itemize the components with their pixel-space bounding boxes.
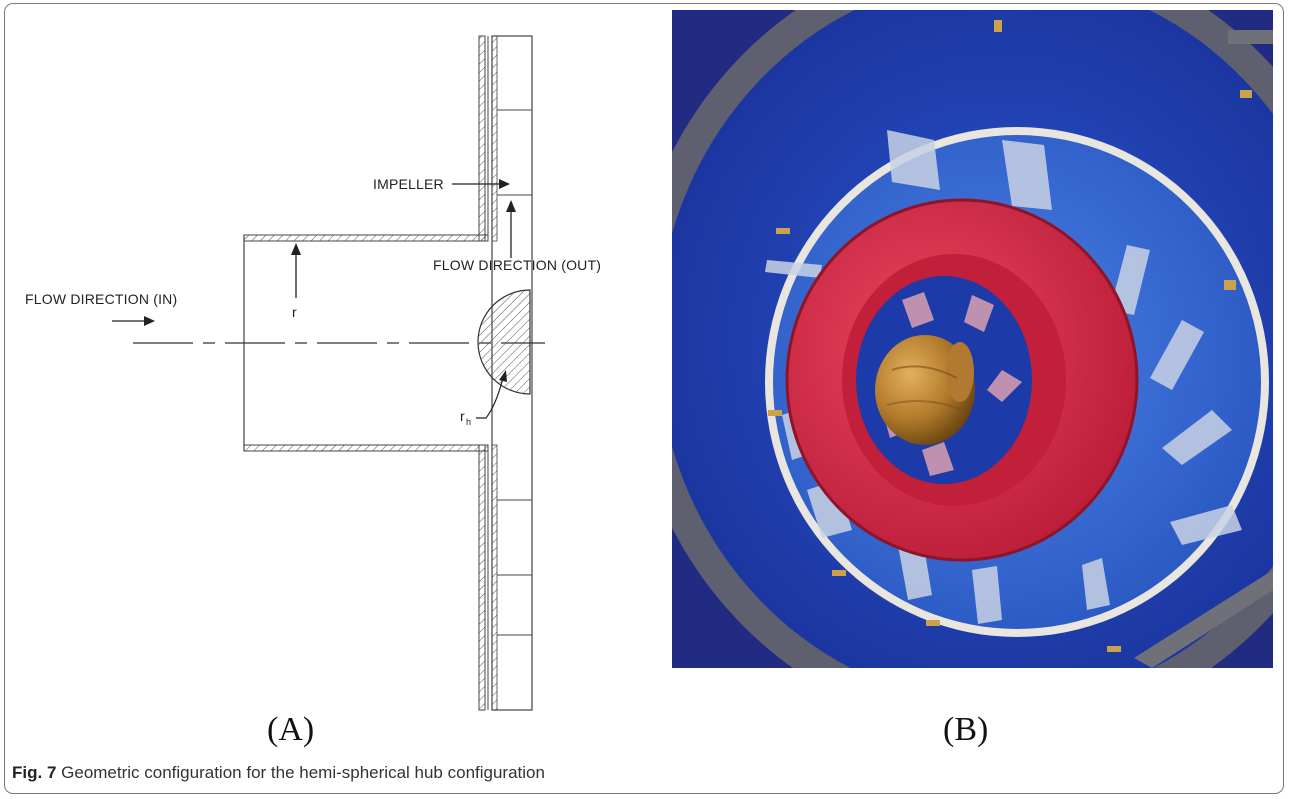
flow-out-arrowhead [506, 200, 516, 212]
hub-radius-label: r h [460, 408, 471, 427]
radius-arrowhead [291, 243, 301, 255]
impeller-label: IMPELLER [373, 176, 444, 192]
flow-in-arrowhead [144, 316, 155, 326]
impeller-arrowhead [499, 179, 510, 189]
figure-caption: Fig. 7 Geometric configuration for the h… [12, 763, 545, 783]
schematic-diagram: IMPELLER FLOW DIRECTION (OUT) r FLOW DIR… [25, 35, 601, 711]
svg-text:h: h [466, 417, 471, 427]
panel-b-label: (B) [943, 711, 989, 748]
flow-in-label: FLOW DIRECTION (IN) [25, 291, 177, 307]
hub-radius-arrowhead [499, 370, 507, 382]
radius-label: r [292, 304, 297, 320]
hemispherical-hub [477, 289, 531, 395]
flow-out-label: FLOW DIRECTION (OUT) [433, 257, 601, 273]
panel-a-label: (A) [267, 711, 315, 748]
caption-prefix: Fig. 7 [12, 763, 57, 782]
support-frame [1134, 30, 1273, 668]
caption-text: Geometric configuration for the hemi-sph… [61, 763, 545, 782]
impeller-channel [491, 35, 533, 711]
impeller-photo [672, 10, 1273, 668]
svg-text:r: r [460, 408, 465, 424]
hub-radius-leader [476, 377, 504, 419]
casing-wall [478, 35, 489, 711]
